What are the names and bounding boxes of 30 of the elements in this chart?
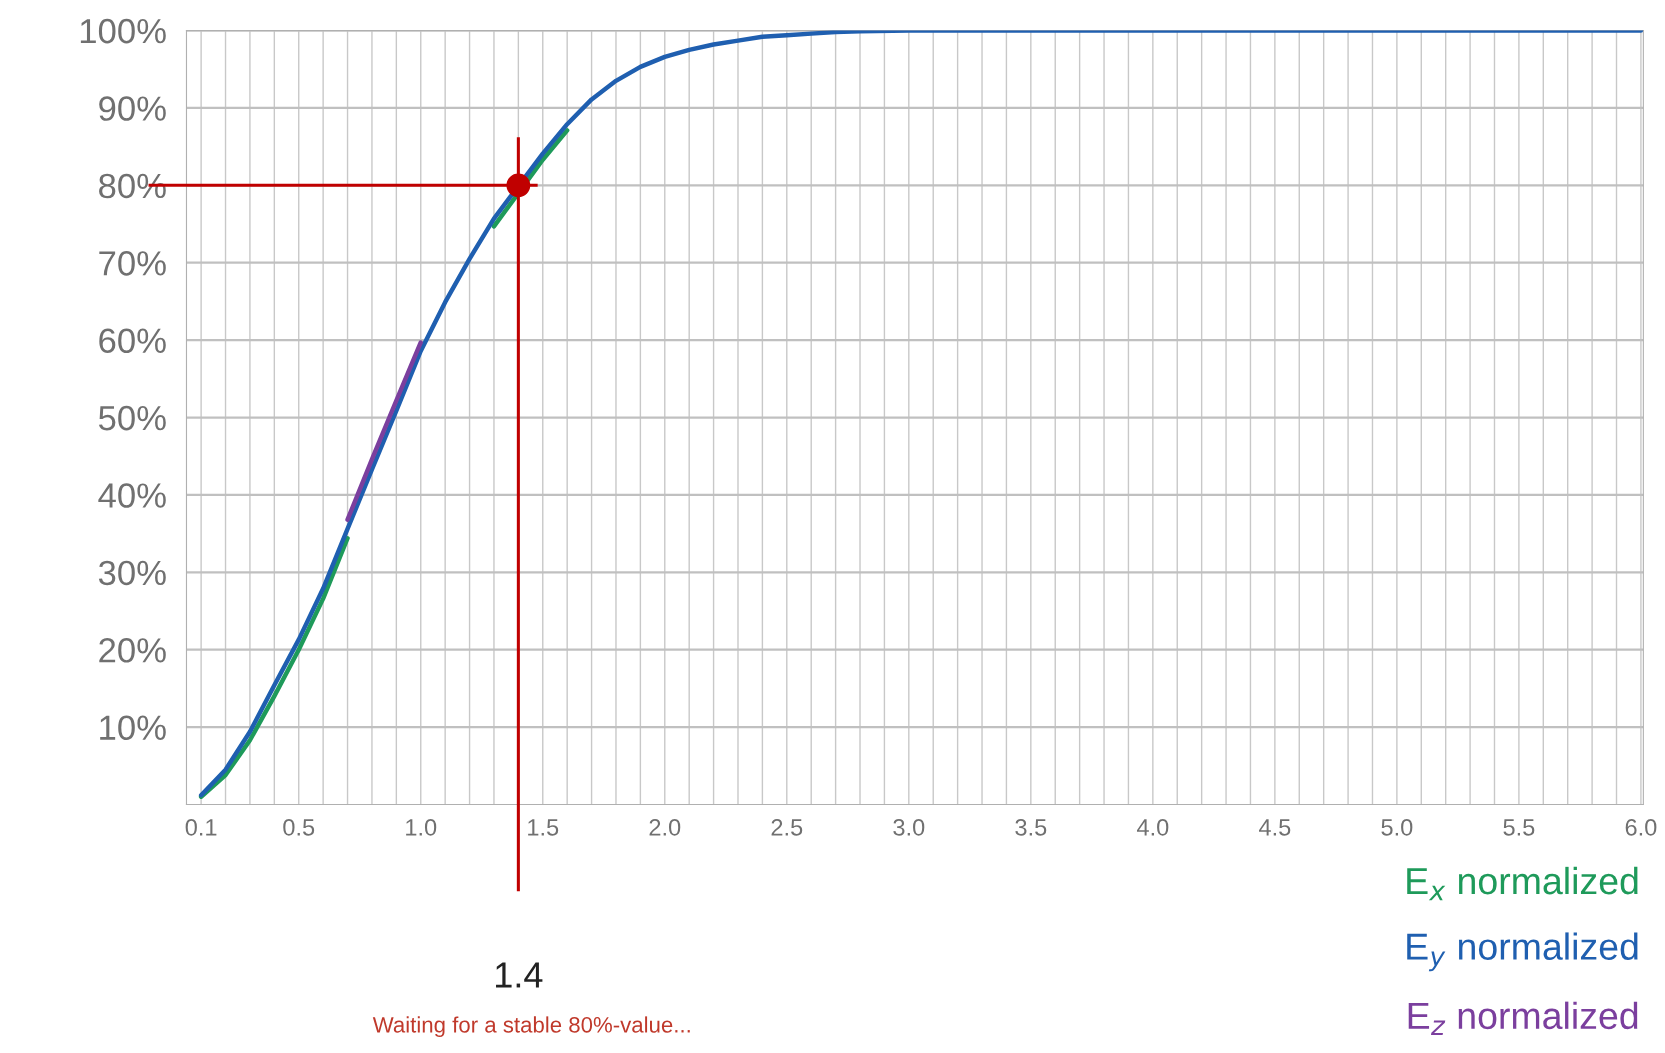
text: E$_{x}$ normalized bbox=[1407, 866, 1638, 901]
y-tick-label: 70% bbox=[99, 251, 166, 276]
y-tick-label: 20% bbox=[99, 638, 166, 663]
line-series bbox=[345, 340, 423, 522]
x-tick-label: 6.0 bbox=[1625, 819, 1657, 836]
x-tick-label: 2.0 bbox=[649, 819, 681, 836]
x-tick-label: 5.5 bbox=[1503, 819, 1535, 836]
x-tick-label: 3.0 bbox=[893, 819, 925, 836]
y-tick-label: 100% bbox=[80, 18, 166, 44]
y-tick-label: 50% bbox=[98, 405, 166, 431]
x-tick-label: 3.5 bbox=[1015, 819, 1047, 836]
y-tick-label: 10% bbox=[100, 715, 166, 741]
x-tick-label: 1.0 bbox=[406, 819, 437, 836]
x-tick-label: 0.5 bbox=[283, 819, 315, 836]
y-tick-label: 40% bbox=[98, 483, 166, 508]
x-tick-label: 1.5 bbox=[528, 819, 559, 836]
y-tick-label: 60% bbox=[99, 328, 166, 354]
x-tick-label: 0.1 bbox=[185, 819, 217, 836]
y-tick-label: 30% bbox=[98, 560, 166, 586]
x-tick-label: 2.5 bbox=[771, 819, 803, 836]
text: Waiting for a stable 80%-value... bbox=[372, 1016, 690, 1038]
x-tick-label: 5.0 bbox=[1381, 819, 1413, 836]
x-tick-label: 4.5 bbox=[1259, 819, 1291, 836]
line-series bbox=[198, 30, 1644, 798]
y-tick-label: 90% bbox=[99, 96, 166, 121]
text: E$_{y}$ normalized bbox=[1407, 932, 1638, 972]
text: E$_{z}$ normalized bbox=[1408, 1001, 1638, 1035]
y-tick-label: 80% bbox=[99, 173, 166, 199]
ref-line-label: 1.4 bbox=[496, 962, 543, 988]
x-tick-label: 4.0 bbox=[1136, 819, 1169, 836]
